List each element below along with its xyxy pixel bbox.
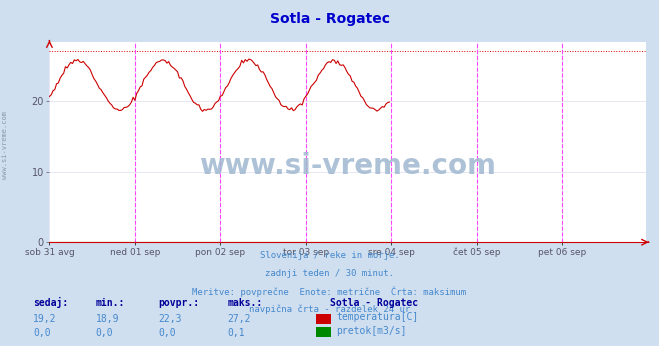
Text: 0,1: 0,1 xyxy=(227,328,245,338)
Text: povpr.:: povpr.: xyxy=(158,298,199,308)
Text: pretok[m3/s]: pretok[m3/s] xyxy=(336,326,407,336)
Text: sedaj:: sedaj: xyxy=(33,297,68,308)
Text: navpična črta - razdelek 24 ur: navpična črta - razdelek 24 ur xyxy=(249,305,410,314)
Text: 27,2: 27,2 xyxy=(227,315,251,325)
Text: 0,0: 0,0 xyxy=(96,328,113,338)
Text: maks.:: maks.: xyxy=(227,298,262,308)
Text: Sotla - Rogatec: Sotla - Rogatec xyxy=(270,12,389,26)
Text: 18,9: 18,9 xyxy=(96,315,119,325)
Text: temperatura[C]: temperatura[C] xyxy=(336,312,418,322)
Text: Meritve: povprečne  Enote: metrične  Črta: maksimum: Meritve: povprečne Enote: metrične Črta:… xyxy=(192,287,467,297)
Text: 0,0: 0,0 xyxy=(158,328,176,338)
Text: www.si-vreme.com: www.si-vreme.com xyxy=(199,152,496,180)
Text: Slovenija / reke in morje.: Slovenija / reke in morje. xyxy=(260,251,399,260)
Text: 0,0: 0,0 xyxy=(33,328,51,338)
Text: zadnji teden / 30 minut.: zadnji teden / 30 minut. xyxy=(265,269,394,278)
Text: Sotla - Rogatec: Sotla - Rogatec xyxy=(330,298,418,308)
Text: 22,3: 22,3 xyxy=(158,315,182,325)
Text: min.:: min.: xyxy=(96,298,125,308)
Text: www.si-vreme.com: www.si-vreme.com xyxy=(2,111,9,179)
Text: 19,2: 19,2 xyxy=(33,315,57,325)
